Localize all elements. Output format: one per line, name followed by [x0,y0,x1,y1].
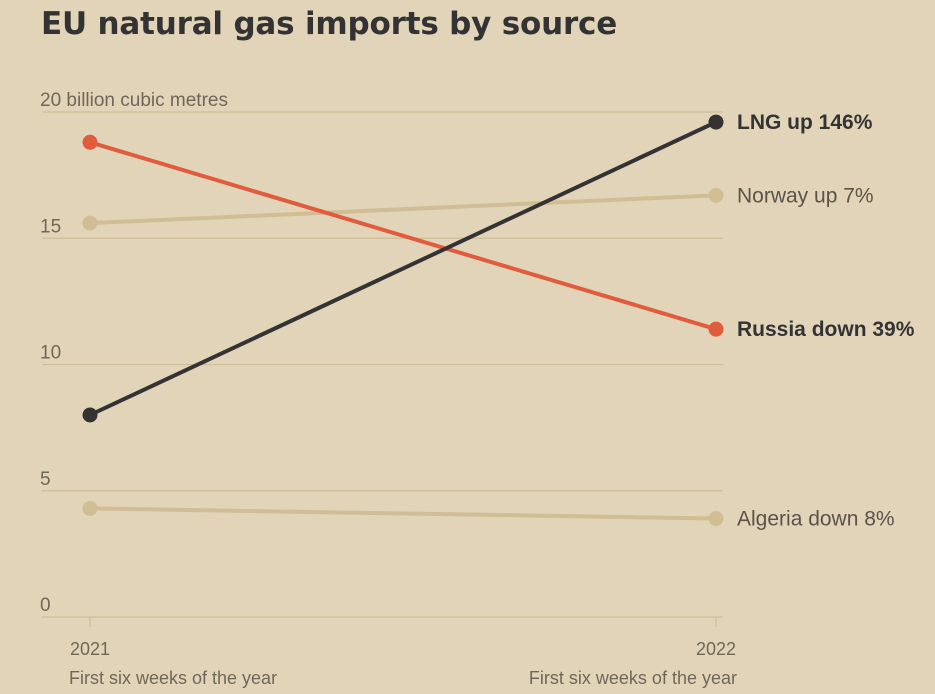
y-axis-ticks: 20 billion cubic metres 15 10 5 0 [40,90,228,616]
y-tick-label: 5 [40,469,51,490]
norway-point-2022 [708,187,724,203]
y-tick-label: 20 billion cubic metres [40,90,228,111]
norway-label: Norway up 7% [737,184,874,207]
lng-line [88,120,718,417]
lng-point-2022 [708,114,724,130]
series-labels: Norway up 7% Algeria down 8% Russia down 3… [737,111,915,530]
x-tick-label: 2021 [70,639,110,659]
series-lines [82,114,724,527]
y-tick-label: 10 [40,343,61,364]
russia-line [88,140,718,332]
norway-line [88,193,718,226]
y-tick-label: 0 [40,595,51,616]
algeria-line [88,506,718,521]
algeria-point-2021 [82,500,98,516]
chart-title: EU natural gas imports by source [41,6,618,42]
norway-point-2021 [82,215,98,231]
algeria-point-2022 [708,511,724,527]
russia-point-2022 [708,321,724,337]
russia-label: Russia down 39% [737,318,915,341]
algeria-label: Algeria down 8% [737,508,895,531]
grid-lines [42,111,723,618]
lng-label: LNG up 146% [737,111,873,134]
x-tick-label: 2022 [696,639,736,659]
lng-point-2021 [82,407,98,423]
x-sublabel: First six weeks of the year [69,668,277,688]
russia-point-2021 [82,134,98,150]
y-tick-label: 15 [40,216,61,237]
x-sublabel: First six weeks of the year [529,668,737,688]
x-axis: 2021 First six weeks of the year 2022 First… [69,617,737,688]
